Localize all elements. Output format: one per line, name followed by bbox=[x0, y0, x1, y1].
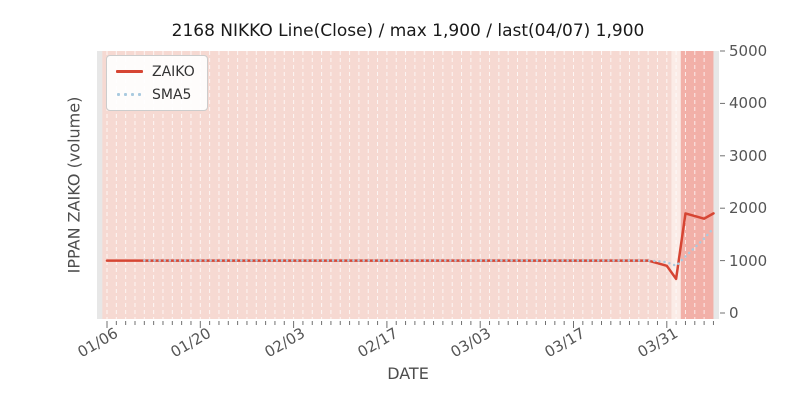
y-axis-label: IPPAN ZAIKO (volume) bbox=[64, 96, 84, 274]
y-tick-label: 1000 bbox=[729, 251, 768, 270]
y-tick-label: 2000 bbox=[729, 199, 768, 218]
y-tick-label: 4000 bbox=[729, 94, 768, 113]
sma5-dotted-swatch-icon bbox=[116, 92, 143, 97]
x-axis-label: DATE bbox=[387, 364, 429, 383]
chart-title: 2168 NIKKO Line(Close) / max 1,900 / las… bbox=[171, 21, 645, 41]
legend-label-sma5: SMA5 bbox=[152, 86, 192, 103]
sma5-line bbox=[143, 226, 715, 268]
legend-label-zaiko: ZAIKO bbox=[152, 63, 195, 80]
zaiko-line-swatch-icon bbox=[116, 70, 143, 73]
legend-item-sma5: SMA5 bbox=[116, 85, 195, 104]
y-tick-label: 5000 bbox=[729, 42, 768, 60]
legend: ZAIKO SMA5 bbox=[106, 55, 208, 111]
recent-span bbox=[680, 51, 714, 319]
legend-item-zaiko: ZAIKO bbox=[116, 62, 195, 81]
y-tick-label: 0 bbox=[729, 304, 739, 322]
y-tick-label: 3000 bbox=[729, 146, 768, 165]
